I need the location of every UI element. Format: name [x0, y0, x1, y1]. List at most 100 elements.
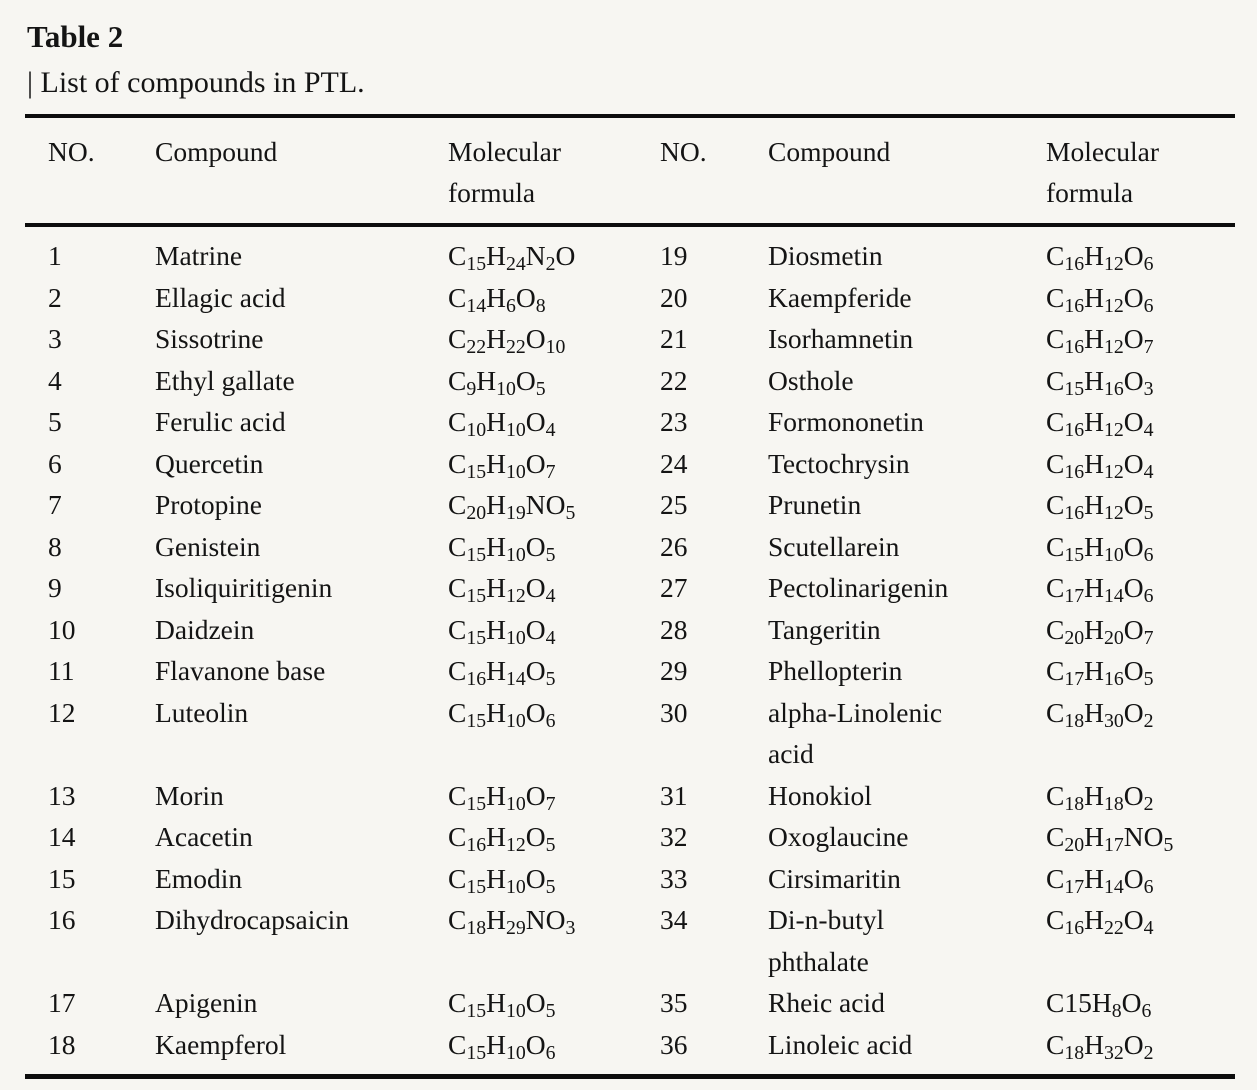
formula-cell: C17H16O5	[1046, 655, 1154, 691]
compound-cell: Tangeritin	[768, 613, 881, 645]
no-cell: 10	[48, 613, 76, 645]
compound-cell: Scutellarein	[768, 530, 900, 562]
no-cell: 29	[660, 655, 688, 686]
no-cell: 9	[48, 572, 62, 603]
compound-cell: Linoleic acid	[768, 1028, 913, 1060]
no-cell: 13	[48, 779, 76, 811]
formula-cell: C10H10O4	[448, 406, 556, 442]
no-cell: 5	[48, 406, 62, 437]
formula-cell: C22H22O10	[448, 323, 566, 359]
formula-cell: C18H32O2	[1046, 1028, 1154, 1064]
column-header-compound-right: Compound	[768, 116, 1046, 227]
table-row: 10 Daidzein C15H10O4 28 Tangeritin C20H20O7	[25, 609, 1235, 651]
compound-cell: alpha-Linolenic acid	[768, 696, 943, 770]
no-cell: 16	[48, 904, 76, 935]
formula-cell: C16H12O6	[1046, 281, 1154, 317]
table-row: 16 Dihydrocapsaicin C18H29NO3 34 Di-n-butyl …	[25, 899, 1235, 982]
formula-cell: C15H10O7	[448, 447, 556, 483]
formula-cell: C15H10O6	[448, 1028, 556, 1064]
formula-cell: C16H12O4	[1046, 406, 1154, 442]
no-cell: 12	[48, 696, 76, 728]
no-cell: 4	[48, 364, 62, 396]
formula-cell: C17H14O6	[1046, 572, 1154, 608]
formula-cell: C20H17NO5	[1046, 821, 1174, 857]
no-cell: 19	[660, 240, 688, 271]
no-cell: 20	[660, 281, 688, 313]
column-header-compound-left: Compound	[155, 116, 448, 227]
compound-cell: Apigenin	[155, 987, 258, 1018]
formula-cell: C15H8O6	[1046, 987, 1152, 1023]
compound-cell: Kaempferide	[768, 281, 912, 313]
no-cell: 3	[48, 323, 62, 354]
compound-cell: Di-n-butyl phthalate	[768, 904, 885, 977]
formula-cell: C16H22O4	[1046, 904, 1154, 940]
header-row: NO. Compound Molecular formula NO. Compo…	[25, 116, 1235, 227]
no-cell: 7	[48, 489, 62, 520]
formula-cell: C15H10O7	[448, 779, 556, 815]
no-cell: 6	[48, 447, 62, 479]
formula-cell: C15H10O6	[448, 696, 556, 732]
table-row: 14 Acacetin C16H12O5 32 Oxoglaucine C20H17NO5	[25, 816, 1235, 858]
compound-cell: Formononetin	[768, 406, 924, 437]
no-cell: 1	[48, 240, 62, 271]
compound-cell: Morin	[155, 779, 224, 811]
no-cell: 23	[660, 406, 688, 437]
formula-cell: C15H16O3	[1046, 364, 1154, 400]
table-row: 4 Ethyl gallate C9H10O5 22 Osthole C15H16O3	[25, 360, 1235, 402]
no-cell: 35	[660, 987, 688, 1018]
formula-cell: C16H14O5	[448, 655, 556, 691]
formula-cell: C14H6O8	[448, 281, 546, 317]
compound-cell: Diosmetin	[768, 240, 883, 271]
compound-cell: Kaempferol	[155, 1028, 287, 1060]
table-row: 7 Protopine C20H19NO5 25 Prunetin C16H12O5	[25, 484, 1235, 526]
formula-cell: C15H12O4	[448, 572, 556, 608]
no-cell: 32	[660, 821, 688, 852]
table-body: 1 Matrine C15H24N2O 19 Diosmetin C16H12O6 2 Ell…	[25, 225, 1235, 1077]
compound-cell: Sissotrine	[155, 323, 264, 354]
compound-cell: Genistein	[155, 530, 261, 562]
column-header-no-right: NO.	[660, 116, 768, 227]
compound-cell: Pectolinarigenin	[768, 572, 949, 603]
no-cell: 24	[660, 447, 688, 479]
formula-cell: C20H19NO5	[448, 489, 576, 525]
formula-cell: C16H12O5	[1046, 489, 1154, 525]
formula-cell: C15H10O5	[448, 530, 556, 566]
compound-cell: Dihydrocapsaicin	[155, 904, 349, 935]
table-title: Table 2	[27, 19, 124, 54]
compound-cell: Luteolin	[155, 696, 249, 728]
column-header-formula-left: Molecular formula	[448, 116, 660, 227]
table-caption: | List of compounds in PTL.	[27, 66, 365, 99]
no-cell: 34	[660, 904, 688, 935]
no-cell: 33	[660, 862, 688, 894]
formula-cell: C18H29NO3	[448, 904, 576, 940]
no-cell: 22	[660, 364, 688, 396]
column-header-formula-right: Molecular formula	[1046, 116, 1235, 227]
no-cell: 17	[48, 987, 76, 1018]
compound-cell: Osthole	[768, 364, 854, 396]
formula-cell: C18H30O2	[1046, 696, 1154, 732]
table-row: 11 Flavanone base C16H14O5 29 Phellopterin C1…	[25, 650, 1235, 692]
table-row: 17 Apigenin C15H10O5 35 Rheic acid C15H8O6	[25, 982, 1235, 1024]
formula-cell: C15H10O4	[448, 613, 556, 649]
formula-cell: C16H12O5	[448, 821, 556, 857]
formula-cell: C20H20O7	[1046, 613, 1154, 649]
table-row: 5 Ferulic acid C10H10O4 23 Formononetin C16H1…	[25, 401, 1235, 443]
table-row: 15 Emodin C15H10O5 33 Cirsimaritin C17H14O6	[25, 858, 1235, 900]
formula-cell: C15H10O5	[448, 987, 556, 1023]
no-cell: 25	[660, 489, 688, 520]
no-cell: 30	[660, 696, 688, 728]
table-row: 8 Genistein C15H10O5 26 Scutellarein C15H10O6	[25, 526, 1235, 568]
compound-cell: Quercetin	[155, 447, 264, 479]
compound-cell: Isorhamnetin	[768, 323, 914, 354]
no-cell: 27	[660, 572, 688, 603]
no-cell: 18	[48, 1028, 76, 1060]
formula-cell: C16H12O7	[1046, 323, 1154, 359]
table-row: 2 Ellagic acid C14H6O8 20 Kaempferide C16H12O…	[25, 277, 1235, 319]
no-cell: 15	[48, 862, 76, 894]
no-cell: 31	[660, 779, 688, 811]
compound-cell: Isoliquiritigenin	[155, 572, 333, 603]
compound-cell: Emodin	[155, 862, 243, 894]
compounds-table: NO. Compound Molecular formula NO. Compo…	[25, 114, 1235, 1079]
no-cell: 28	[660, 613, 688, 645]
